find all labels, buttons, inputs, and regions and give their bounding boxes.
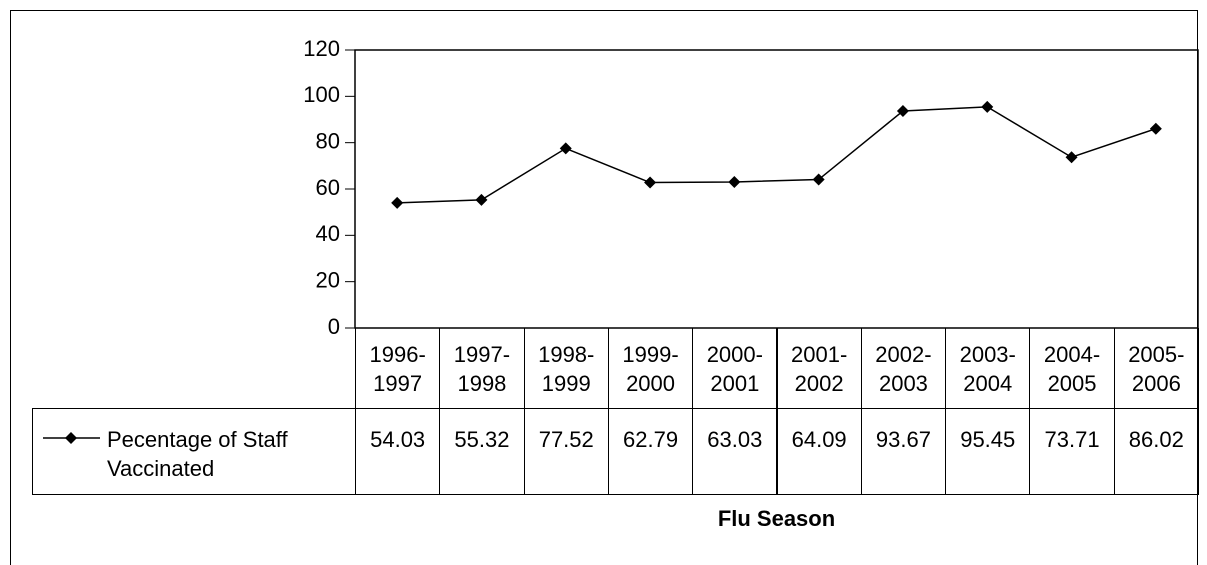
y-tick-label: 80 — [316, 128, 340, 153]
plot-area — [354, 49, 1199, 329]
marker — [1149, 122, 1162, 135]
series-line — [397, 106, 1157, 204]
marker — [644, 176, 657, 189]
x-tick-label: 1996-1997 — [355, 328, 441, 409]
x-tick-label: 2002-2003 — [860, 328, 947, 409]
marker — [812, 173, 825, 186]
data-table-value: 86.02 — [1113, 408, 1199, 495]
y-tick-label: 60 — [316, 175, 340, 200]
marker — [896, 104, 909, 117]
y-tick-label: 0 — [328, 314, 340, 339]
data-table-value: 63.03 — [692, 408, 778, 495]
y-tick-label: 100 — [303, 82, 340, 107]
legend-label: Pecentage of Staff Vaccinated — [32, 408, 356, 495]
y-tick-label: 20 — [316, 267, 340, 292]
x-axis-label: Flu Season — [717, 506, 836, 531]
data-table-value: 77.52 — [523, 408, 609, 495]
x-tick-label: 1999-2000 — [607, 328, 694, 409]
x-tick-label: 2001-2002 — [776, 328, 862, 409]
x-tick-label: 1997-1998 — [439, 328, 525, 409]
marker — [391, 196, 404, 209]
marker — [559, 142, 572, 155]
x-tick-label: 2005-2006 — [1113, 328, 1199, 409]
marker — [475, 193, 488, 206]
legend-marker — [65, 432, 77, 444]
data-table-value: 54.03 — [355, 408, 441, 495]
x-tick-label: 2000-2001 — [692, 328, 778, 409]
y-tick-label: 40 — [316, 221, 340, 246]
x-tick-label: 2004-2005 — [1029, 328, 1115, 409]
marker — [1065, 151, 1078, 164]
x-tick-label: 2003-2004 — [945, 328, 1031, 409]
y-tick-label: 120 — [303, 36, 340, 61]
marker — [981, 100, 994, 113]
data-table-value: 62.79 — [607, 408, 694, 495]
marker — [728, 175, 741, 188]
